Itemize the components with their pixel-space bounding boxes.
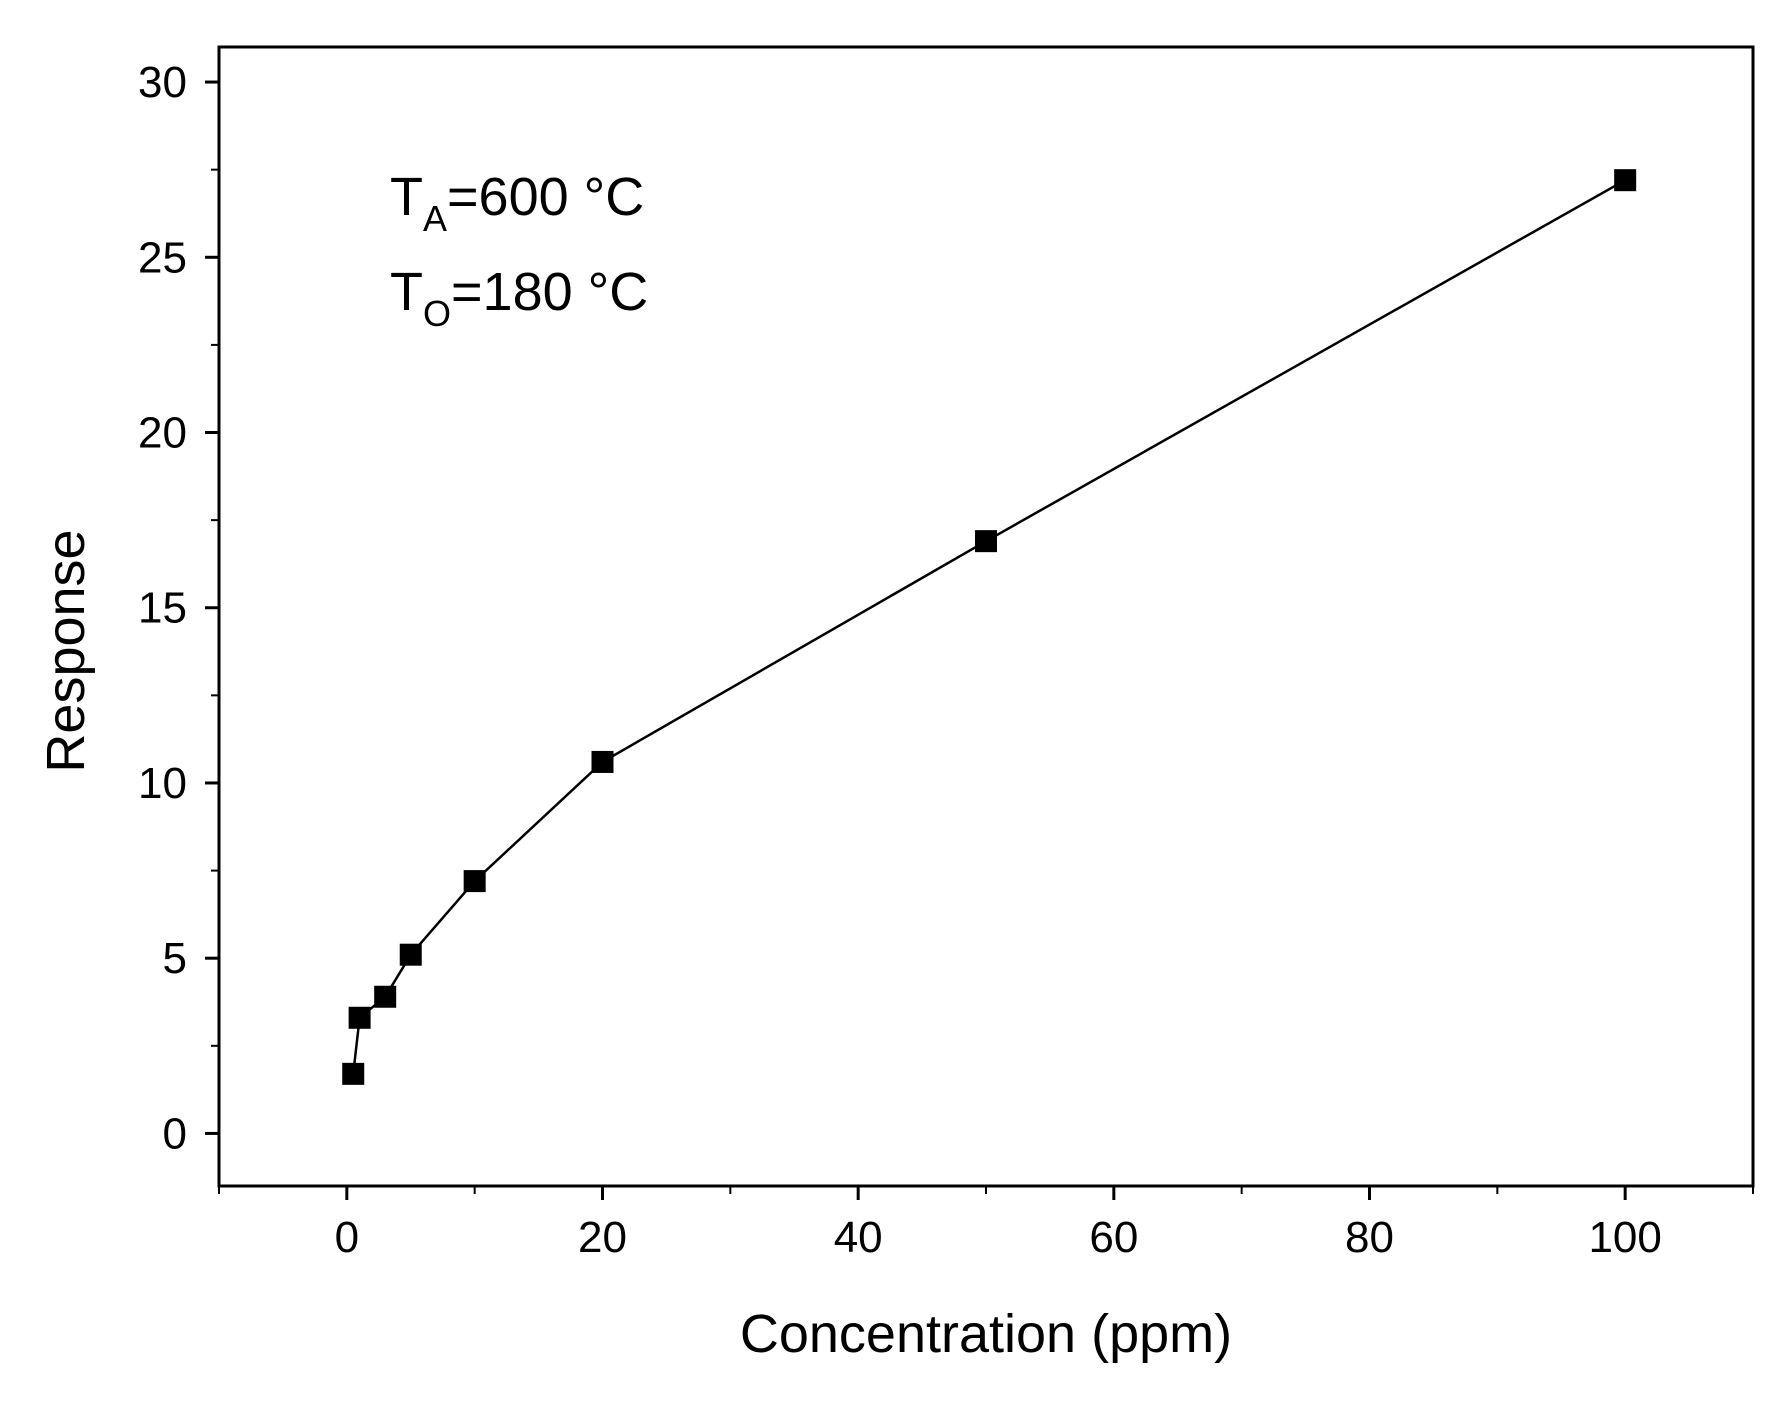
y-tick-label: 15 [138,584,187,633]
annotation-to-value: =180 °C [451,262,648,322]
y-tick-label: 25 [138,233,187,282]
x-tick-label: 40 [834,1213,883,1262]
annotation-to-subscript: O [423,293,451,334]
annotation-ta-subscript: A [423,198,447,239]
y-tick-label: 10 [138,759,187,808]
annotation-ta-value: =600 °C [447,167,644,227]
data-point [399,943,422,966]
x-tick-label: 0 [335,1213,359,1262]
y-tick-label: 20 [138,409,187,458]
data-point [348,1006,371,1029]
y-axis-title: Response [36,529,96,772]
data-point [591,750,614,773]
annotation-ta-main: T [390,167,423,227]
x-axis-title: Concentration (ppm) [740,1304,1232,1364]
tick-labels: 0 20 40 60 80 100 0 5 10 15 20 25 30 [138,58,1662,1262]
y-tick-label: 0 [163,1109,187,1158]
axis-ticks [205,80,1754,1200]
y-tick-label: 5 [163,934,187,983]
annotation-ta: TA=600 °C [390,167,644,239]
y-tick-label: 30 [138,58,187,107]
x-tick-label: 60 [1089,1213,1138,1262]
data-point [975,530,997,553]
data-point [374,985,397,1008]
series-group [342,169,1637,1085]
x-tick-label: 80 [1345,1213,1394,1262]
x-tick-label: 20 [578,1213,627,1262]
data-point [463,870,486,893]
annotation-to-main: T [390,262,423,322]
annotation-to: TO=180 °C [390,262,648,334]
data-point [1614,169,1637,192]
data-point [342,1062,365,1085]
x-tick-label: 100 [1588,1213,1661,1262]
